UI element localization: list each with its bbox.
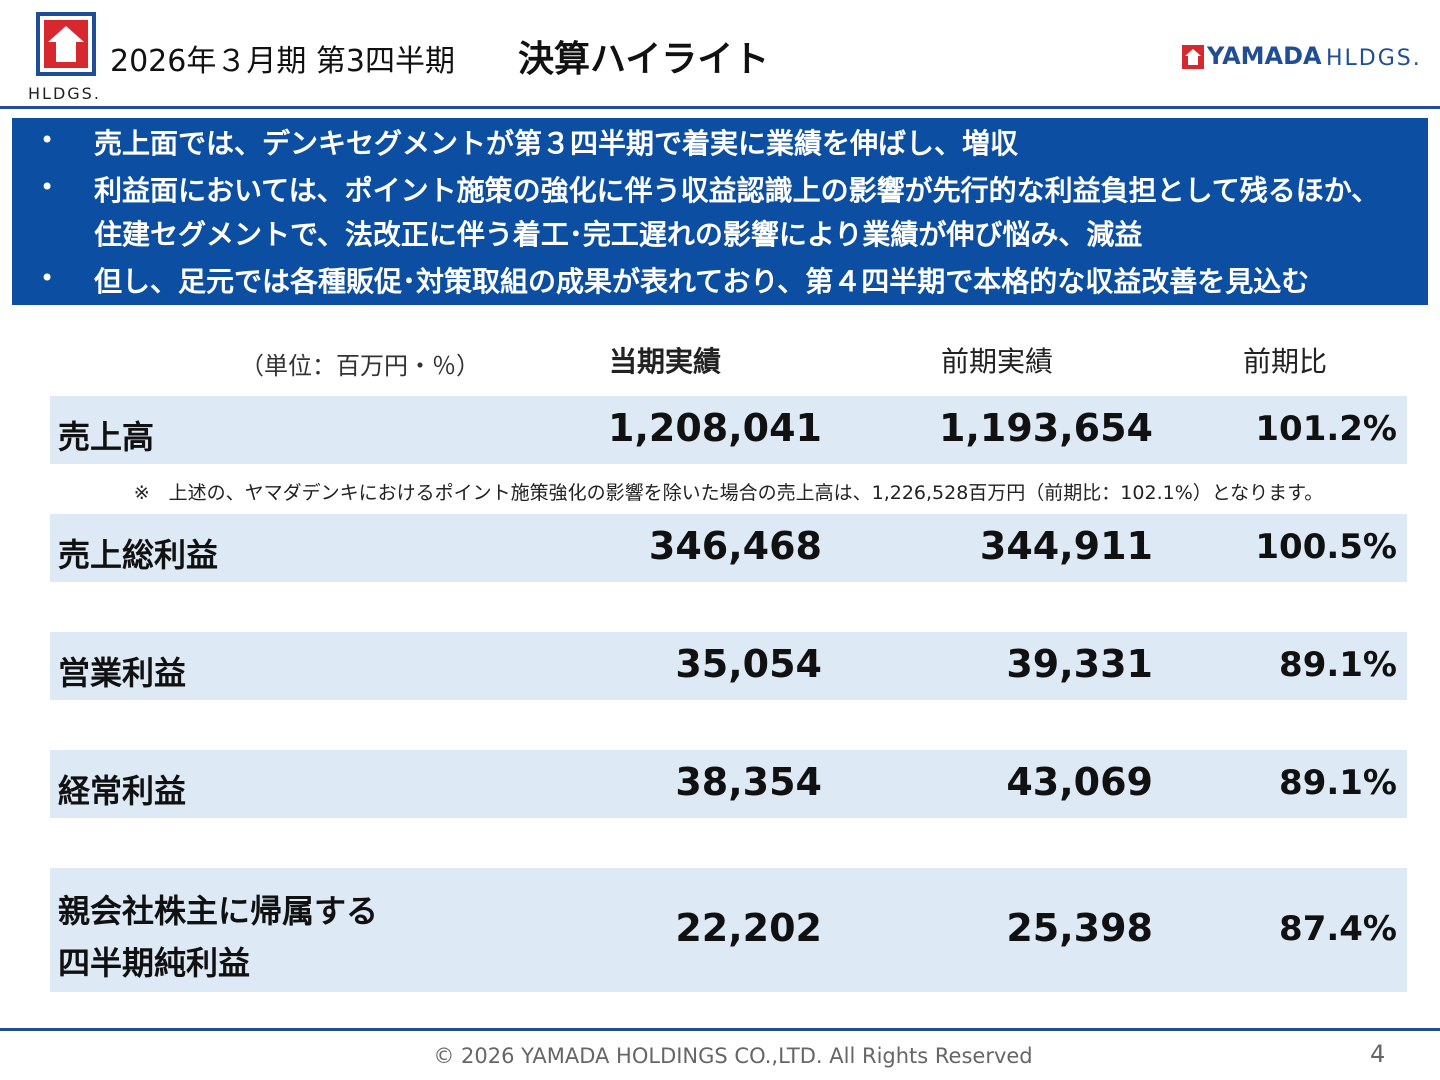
row-value: 87.4% (1279, 909, 1397, 949)
bullet-dot: • (40, 126, 55, 154)
table-row: 経常利益 38,354 43,069 89.1% (50, 750, 1407, 818)
row-value: 100.5% (1255, 527, 1397, 567)
row-value: 101.2% (1255, 409, 1397, 449)
row-value: 344,911 (979, 524, 1153, 568)
bullet-text: 売上面では、デンキセグメントが第３四半期で着実に業績を伸ばし、増収 (94, 127, 1019, 160)
summary-box: • 売上面では、デンキセグメントが第３四半期で着実に業績を伸ばし、増収 • 利益面にお… (12, 118, 1428, 305)
title: 決算ハイライト (518, 39, 770, 80)
table-row: 親会社株主に帰属する 四半期純利益 22,202 25,398 87.4% (50, 868, 1407, 992)
row-label: 四半期純利益 (58, 944, 251, 982)
period: 2026年３月期 第3四半期 (110, 44, 455, 79)
bullet-text: 利益面においては、ポイント施策の強化に伴う収益認識上の影響が先行的な利益負担とし… (94, 174, 1380, 207)
logo-right-icon (1182, 45, 1204, 69)
column-header: 前期実績 (940, 345, 1054, 378)
row-value: 35,054 (675, 642, 822, 686)
logo-left-icon (36, 12, 96, 76)
row-label: 売上高 (58, 418, 155, 456)
row-value: 39,331 (1006, 642, 1153, 686)
unit: （単位：百万円・％） (240, 352, 480, 380)
rule (0, 106, 1440, 109)
logo-right-suffix: HLDGS. (1326, 46, 1422, 71)
note: ※ 上述の、ヤマダデンキにおけるポイント施策強化の影響を除いた場合の売上高は、1… (133, 482, 1324, 504)
column-header: 前期比 (1242, 345, 1328, 378)
row-value: 1,193,654 (939, 406, 1153, 450)
row-value: 22,202 (675, 906, 822, 950)
table-row: 売上高 1,208,041 1,193,654 101.2% (50, 396, 1407, 464)
row-value: 43,069 (1006, 760, 1153, 804)
row-value: 38,354 (675, 760, 822, 804)
rule (0, 1028, 1440, 1031)
column-header: 当期実績 (608, 345, 722, 378)
page-number: 4 (1370, 1040, 1386, 1068)
row-value: 89.1% (1279, 763, 1397, 803)
bullet-text: 但し、足元では各種販促･対策取組の成果が表れており、第４四半期で本格的な収益改善… (94, 265, 1310, 298)
row-value: 25,398 (1006, 906, 1153, 950)
row-label: 営業利益 (58, 654, 187, 692)
table: （単位：百万円・％） ※ 上述の、ヤマダデンキにおけるポイント施策強化の影響を除… (50, 345, 1407, 992)
row-label: 経常利益 (58, 772, 187, 810)
bullet-dot: • (40, 264, 55, 292)
copyright: © 2026 YAMADA HOLDINGS CO.,LTD. All Righ… (433, 1044, 1033, 1068)
table-row: 営業利益 35,054 39,331 89.1% (50, 632, 1407, 700)
row-label: 親会社株主に帰属する (58, 892, 379, 930)
row-value: 1,208,041 (608, 406, 822, 450)
logo-right-brand: YAMADA (1207, 42, 1322, 70)
table-row: 売上総利益 346,468 344,911 100.5% (50, 514, 1407, 582)
row-label: 売上総利益 (58, 536, 219, 574)
row-value: 346,468 (648, 524, 822, 568)
row-value: 89.1% (1279, 645, 1397, 685)
logo-left-text: HLDGS. (28, 84, 101, 103)
bullet-text: 住建セグメントで、法改正に伴う着工･完工遅れの影響により業績が伸び悩み、減益 (94, 218, 1143, 251)
bullet-dot: • (40, 173, 55, 201)
